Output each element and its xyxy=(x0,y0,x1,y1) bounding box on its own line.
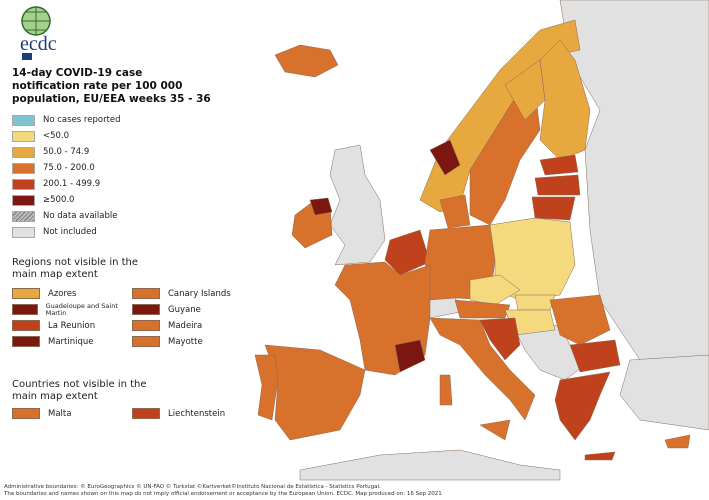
footer: Administrative boundaries: © EuroGeograp… xyxy=(4,484,442,498)
legend-swatch xyxy=(12,226,35,238)
map-region-russia xyxy=(559,0,709,421)
map-region-czechia xyxy=(469,274,521,306)
legend-item: Madeira xyxy=(132,319,232,332)
legend-swatch xyxy=(132,288,160,299)
map-region-greece xyxy=(554,371,611,441)
legend-item: Mayotte xyxy=(132,335,232,348)
legend-item: Martinique xyxy=(12,335,132,348)
map-region-portugal xyxy=(254,354,279,421)
legend-label: Martinique xyxy=(48,336,94,347)
legend-swatch xyxy=(12,320,40,331)
legend-item: ≥500.0 xyxy=(12,192,121,208)
map-region-slovakia xyxy=(514,294,556,311)
map-region-crete xyxy=(584,451,616,461)
legend-label: <50.0 xyxy=(43,131,70,141)
map-region-france-south xyxy=(394,339,426,373)
map-region-lithuania xyxy=(531,196,576,221)
legend-item: Not included xyxy=(12,224,121,240)
legend-swatch xyxy=(12,304,38,315)
map-region-iceland xyxy=(274,44,339,78)
legend-swatch xyxy=(12,336,40,347)
legend-swatch xyxy=(132,320,160,331)
legend-swatch xyxy=(12,210,35,222)
map-region-turkey xyxy=(619,354,709,431)
legend-label: Canary Islands xyxy=(168,288,231,299)
legend-label: Malta xyxy=(48,408,72,419)
legend-label: Guyane xyxy=(168,304,201,315)
legend-swatch xyxy=(132,408,160,419)
map-region-sweden xyxy=(469,89,541,226)
legend-item: Malta xyxy=(12,407,132,420)
map-region-cyprus xyxy=(664,434,691,449)
map-region-norway-south xyxy=(429,139,461,176)
legend-swatch xyxy=(12,114,35,126)
legend-label: Mayotte xyxy=(168,336,203,347)
map-region-poland xyxy=(489,217,576,301)
legend-label: Liechtenstein xyxy=(168,408,226,419)
legend-item: Liechtenstein xyxy=(132,407,232,420)
map-region-finland xyxy=(539,39,591,161)
legend-item: Azores xyxy=(12,287,132,300)
legend-item: 200.1 - 499.9 xyxy=(12,176,121,192)
map-region-sardinia xyxy=(439,374,453,406)
legend-item: 75.0 - 200.0 xyxy=(12,160,121,176)
legend-label: No cases reported xyxy=(43,115,121,125)
legend-swatch xyxy=(12,162,35,174)
legend-item: La Reunion xyxy=(12,319,132,332)
legend-item: Canary Islands xyxy=(132,287,232,300)
legend-swatch xyxy=(132,304,160,315)
map-region-slovenia-croatia xyxy=(479,317,521,361)
map-title: 14-day COVID-19 case notification rate p… xyxy=(12,67,211,105)
map-region-austria xyxy=(454,299,511,319)
countries-legend: Malta Liechtenstein xyxy=(12,407,232,420)
legend-label: 200.1 - 499.9 xyxy=(43,179,101,189)
map-region-romania xyxy=(549,294,611,346)
legend-label: No data available xyxy=(43,211,118,221)
legend-swatch xyxy=(12,288,40,299)
map-region-netherlands-belgium xyxy=(384,229,431,276)
map-region-denmark xyxy=(439,194,471,229)
map-region-spain xyxy=(264,344,366,441)
map-region-northern-ireland xyxy=(309,197,333,216)
map-region-uk xyxy=(329,144,386,266)
map-region-sicily xyxy=(479,419,511,441)
legend-item: No data available xyxy=(12,208,121,224)
legend-swatch xyxy=(12,178,35,190)
map-region-latvia xyxy=(534,174,581,196)
map-region-italy xyxy=(429,317,536,421)
legend-label: La Reunion xyxy=(48,320,96,331)
legend-label: ≥500.0 xyxy=(43,195,75,205)
legend-item: No cases reported xyxy=(12,112,121,128)
regions-legend: Azores Canary Islands Guadeloupe and Saint… xyxy=(12,287,232,348)
footer-disclaimer: The boundaries and names shown on this m… xyxy=(4,491,442,497)
legend: No cases reported <50.0 50.0 - 74.9 75.0 - … xyxy=(12,112,121,240)
legend-item: Guyane xyxy=(132,303,232,316)
map-region-estonia xyxy=(539,154,579,176)
legend-item: <50.0 xyxy=(12,128,121,144)
map-region-bulgaria xyxy=(569,339,621,373)
svg-text:ecdc: ecdc xyxy=(20,33,57,55)
legend-label: Guadeloupe and Saint Martin xyxy=(45,301,118,317)
legend-label: 50.0 - 74.9 xyxy=(43,147,90,157)
legend-swatch xyxy=(12,146,35,158)
footer-attribution: Administrative boundaries: © EuroGeograp… xyxy=(4,484,381,490)
legend-swatch xyxy=(12,130,35,142)
legend-item: Guadeloupe and Saint Martin xyxy=(12,301,132,317)
legend-label: Not included xyxy=(43,227,97,237)
legend-item: 50.0 - 74.9 xyxy=(12,144,121,160)
legend-label: Azores xyxy=(48,288,77,299)
legend-swatch xyxy=(12,408,40,419)
legend-label: Madeira xyxy=(168,320,203,331)
legend-label: 75.0 - 200.0 xyxy=(43,163,95,173)
ecdc-logo: ecdc xyxy=(20,6,57,60)
countries-heading: Countries not visible in the main map ex… xyxy=(12,379,147,402)
regions-heading: Regions not visible in the main map exte… xyxy=(12,257,139,280)
legend-swatch xyxy=(132,336,160,347)
map-region-africa xyxy=(299,449,561,481)
legend-swatch xyxy=(12,194,35,206)
